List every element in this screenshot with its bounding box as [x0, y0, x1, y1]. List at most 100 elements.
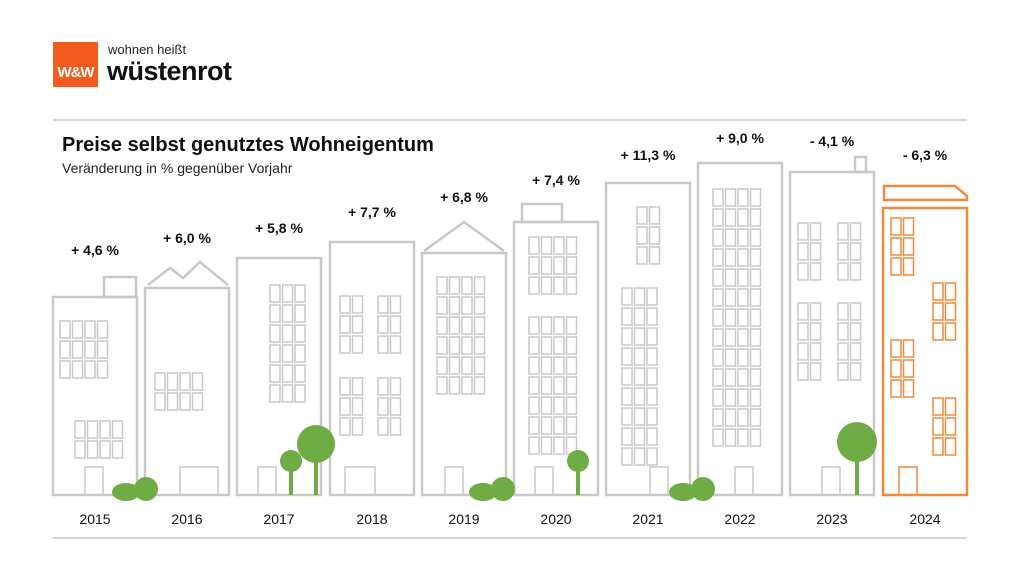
- window: [473, 376, 486, 395]
- window: [281, 344, 294, 363]
- door: [649, 466, 669, 496]
- window: [71, 340, 84, 359]
- window: [932, 437, 944, 456]
- window: [540, 436, 553, 455]
- window: [448, 316, 461, 335]
- window: [553, 416, 565, 435]
- window: [837, 322, 849, 341]
- window: [809, 302, 822, 321]
- window: [540, 376, 553, 395]
- window: [84, 340, 96, 359]
- window: [389, 417, 402, 436]
- window: [528, 336, 540, 355]
- window: [633, 367, 646, 386]
- building-2016: [143, 286, 231, 497]
- window: [749, 288, 762, 307]
- window: [166, 372, 179, 391]
- building-2024: [881, 206, 969, 497]
- window: [377, 377, 389, 396]
- window: [737, 288, 749, 307]
- window: [436, 276, 448, 295]
- window: [724, 348, 737, 367]
- window: [636, 226, 648, 245]
- window: [528, 256, 540, 275]
- window: [71, 360, 84, 379]
- window: [944, 322, 957, 341]
- window: [540, 316, 553, 335]
- window: [540, 276, 553, 295]
- window: [377, 295, 389, 314]
- year-label-2021: 2021: [632, 511, 663, 527]
- window: [281, 364, 294, 383]
- window: [621, 347, 633, 366]
- door: [84, 466, 104, 496]
- window: [389, 315, 402, 334]
- window: [436, 376, 448, 395]
- window: [932, 397, 944, 416]
- window: [540, 256, 553, 275]
- window: [351, 397, 364, 416]
- window: [59, 340, 71, 359]
- building-2017: [235, 256, 323, 497]
- window: [646, 427, 658, 446]
- window: [737, 308, 749, 327]
- window: [890, 339, 902, 358]
- window: [436, 296, 448, 315]
- window: [797, 222, 809, 241]
- tree-icon: [837, 422, 877, 462]
- logo-tagline: wohnen heißt: [108, 42, 187, 57]
- window: [294, 284, 306, 303]
- window: [712, 208, 724, 227]
- window: [837, 342, 849, 361]
- window: [809, 322, 822, 341]
- window: [849, 302, 862, 321]
- window: [648, 226, 661, 245]
- window: [749, 228, 762, 247]
- window: [540, 356, 553, 375]
- window: [565, 256, 578, 275]
- window: [351, 315, 364, 334]
- window: [636, 246, 648, 265]
- window: [712, 328, 724, 347]
- window: [553, 356, 565, 375]
- window: [59, 320, 71, 339]
- window: [837, 262, 849, 281]
- bush-icon: [469, 483, 497, 501]
- value-label-2022: + 9,0 %: [716, 130, 764, 146]
- window: [890, 217, 902, 236]
- window: [389, 377, 402, 396]
- window: [294, 324, 306, 343]
- window: [473, 296, 486, 315]
- window: [448, 276, 461, 295]
- window: [797, 242, 809, 261]
- window: [737, 228, 749, 247]
- window: [849, 342, 862, 361]
- window: [749, 328, 762, 347]
- window: [553, 256, 565, 275]
- window: [339, 335, 351, 354]
- window: [540, 336, 553, 355]
- window: [461, 316, 473, 335]
- window: [281, 324, 294, 343]
- window: [648, 206, 661, 225]
- window: [540, 396, 553, 415]
- window: [553, 316, 565, 335]
- window: [59, 360, 71, 379]
- window: [890, 237, 902, 256]
- window: [339, 315, 351, 334]
- window: [633, 287, 646, 306]
- window: [191, 372, 204, 391]
- window: [712, 348, 724, 367]
- window: [448, 356, 461, 375]
- window: [849, 222, 862, 241]
- window: [633, 447, 646, 466]
- window: [111, 440, 124, 459]
- window: [749, 308, 762, 327]
- window: [565, 356, 578, 375]
- window: [712, 368, 724, 387]
- door: [344, 466, 376, 496]
- window: [621, 407, 633, 426]
- window: [553, 276, 565, 295]
- window: [809, 262, 822, 281]
